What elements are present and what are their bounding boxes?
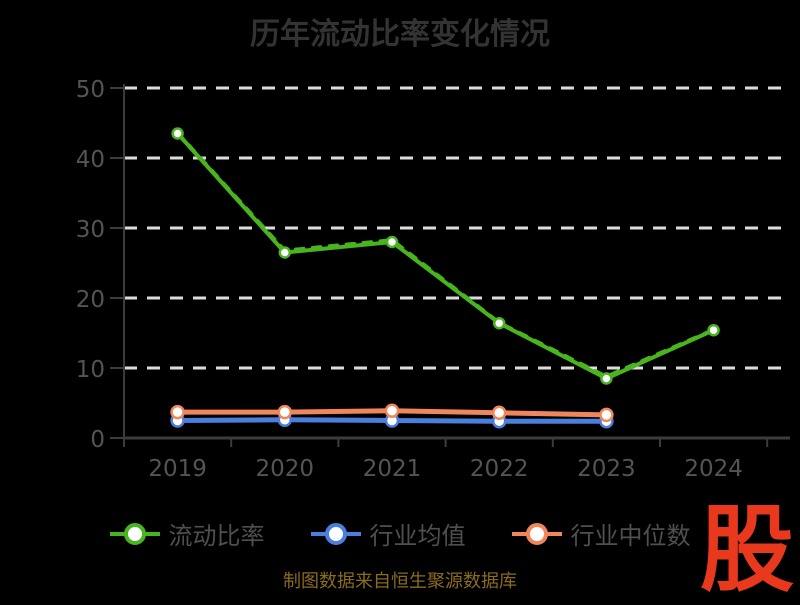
legend-marker-icon bbox=[511, 522, 562, 545]
y-tick-label-10: 10 bbox=[76, 357, 105, 383]
data-point-流动比率-2021[interactable] bbox=[385, 235, 399, 249]
legend-marker-icon bbox=[109, 522, 160, 545]
data-point-流动比率-2020[interactable] bbox=[278, 246, 292, 259]
x-tick-label-2022: 2022 bbox=[470, 456, 529, 482]
data-point-流动比率-2023[interactable] bbox=[600, 372, 613, 385]
legend-label: 流动比率 bbox=[168, 522, 265, 550]
data-point-行业中位数-2022[interactable] bbox=[491, 405, 507, 421]
legend-item-流动比率[interactable]: 流动比率 bbox=[109, 516, 265, 551]
chart-title: 历年流动比率变化情况 bbox=[250, 17, 550, 52]
data-point-流动比率-2022[interactable] bbox=[492, 316, 506, 330]
series-line-流动比率-重叠虚线 bbox=[175, 131, 716, 379]
data-point-行业中位数-2019[interactable] bbox=[170, 404, 185, 420]
x-tick-label-2024: 2024 bbox=[684, 456, 743, 482]
y-tick-label-50: 50 bbox=[76, 77, 105, 103]
series-line-流动比率 bbox=[175, 131, 716, 381]
data-point-行业中位数-2023[interactable] bbox=[599, 407, 614, 423]
source-note: 制图数据来自恒生聚源数据库 bbox=[283, 571, 517, 592]
data-point-流动比率-2024[interactable] bbox=[707, 323, 720, 337]
legend-label: 行业中位数 bbox=[570, 522, 691, 550]
x-tick-label-2023: 2023 bbox=[577, 456, 636, 482]
x-tick-label-2020: 2020 bbox=[256, 456, 315, 482]
y-tick-label-20: 20 bbox=[76, 287, 105, 313]
data-point-行业中位数-2021[interactable] bbox=[384, 403, 400, 418]
logo-gu: 股 bbox=[699, 496, 794, 605]
data-point-行业中位数-2020[interactable] bbox=[277, 404, 293, 420]
legend-label: 行业均值 bbox=[369, 522, 466, 550]
x-tick-label-2021: 2021 bbox=[363, 456, 422, 482]
x-tick-label-2019: 2019 bbox=[148, 456, 207, 482]
y-tick-label-30: 30 bbox=[76, 217, 105, 243]
y-tick-label-0: 0 bbox=[90, 427, 105, 453]
legend-marker-icon bbox=[310, 522, 361, 545]
chart-legend: 流动比率 行业均值 行业中位数 bbox=[0, 516, 800, 551]
legend-item-行业均值[interactable]: 行业均值 bbox=[310, 516, 466, 551]
data-point-流动比率-2019[interactable] bbox=[171, 127, 184, 140]
legend-item-行业中位数[interactable]: 行业中位数 bbox=[511, 516, 691, 551]
y-tick-label-40: 40 bbox=[76, 147, 105, 173]
